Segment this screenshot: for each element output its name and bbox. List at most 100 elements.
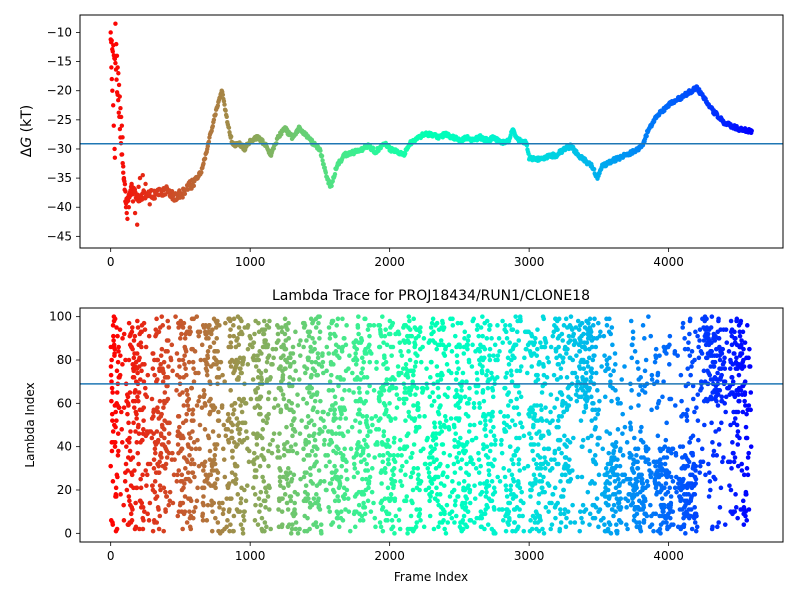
- lambda-point: [552, 405, 557, 410]
- lambda-point: [362, 505, 368, 510]
- lambda-point: [459, 457, 465, 462]
- lambda-x-tick-label: 2000: [374, 549, 405, 563]
- lambda-point: [131, 420, 136, 426]
- lambda-point: [538, 340, 543, 345]
- lambda-point: [266, 390, 272, 395]
- lambda-point: [322, 424, 328, 430]
- lambda-point: [319, 531, 324, 536]
- lambda-point: [123, 461, 129, 467]
- lambda-point: [406, 314, 412, 319]
- lambda-point: [740, 329, 746, 335]
- lambda-point: [609, 507, 615, 512]
- lambda-point: [612, 492, 618, 497]
- lambda-point: [659, 496, 665, 501]
- lambda-point: [279, 522, 285, 527]
- lambda-point: [471, 316, 477, 322]
- lambda-point: [150, 351, 156, 356]
- lambda-point: [608, 331, 614, 337]
- lambda-point: [477, 349, 483, 354]
- lambda-point: [245, 362, 251, 367]
- lambda-point: [255, 353, 260, 358]
- lambda-point: [527, 431, 532, 436]
- lambda-point: [498, 442, 504, 447]
- lambda-point: [287, 470, 293, 475]
- lambda-point: [693, 329, 698, 335]
- lambda-point: [616, 476, 621, 482]
- lambda-point: [427, 474, 432, 480]
- lambda-point: [685, 366, 691, 371]
- lambda-point: [491, 485, 497, 491]
- lambda-point: [287, 375, 293, 380]
- lambda-point: [202, 463, 207, 469]
- lambda-point: [548, 392, 554, 397]
- lambda-point: [228, 364, 234, 369]
- lambda-point: [529, 364, 535, 369]
- lambda-point: [364, 375, 370, 380]
- lambda-point: [512, 520, 518, 525]
- lambda-point: [298, 338, 303, 343]
- lambda-point: [653, 511, 659, 517]
- lambda-point: [534, 461, 539, 467]
- lambda-point: [241, 355, 246, 361]
- lambda-point: [490, 414, 495, 419]
- lambda-point: [618, 520, 624, 525]
- lambda-point: [456, 366, 461, 371]
- lambda-point: [456, 405, 462, 410]
- lambda-point: [745, 472, 751, 478]
- lambda-point: [511, 479, 517, 484]
- lambda-point: [213, 446, 218, 452]
- lambda-point: [291, 409, 296, 415]
- lambda-point: [552, 457, 557, 462]
- lambda-point: [504, 336, 510, 341]
- lambda-point: [340, 453, 346, 458]
- lambda-point: [336, 446, 341, 452]
- lambda-point: [278, 407, 284, 413]
- lambda-point: [365, 424, 370, 430]
- lambda-point: [673, 403, 678, 408]
- lambda-point: [584, 340, 590, 345]
- lambda-point: [339, 411, 344, 417]
- lambda-point: [311, 405, 316, 410]
- dg-point: [134, 222, 140, 227]
- lambda-point: [645, 446, 651, 452]
- lambda-point: [361, 500, 366, 506]
- lambda-point: [379, 333, 384, 339]
- lambda-point: [166, 364, 171, 369]
- lambda-point: [351, 474, 357, 480]
- lambda-point: [112, 440, 118, 445]
- lambda-point: [732, 329, 737, 335]
- lambda-point: [492, 442, 498, 447]
- lambda-point: [673, 453, 679, 458]
- lambda-point: [392, 416, 398, 421]
- lambda-point: [561, 487, 566, 493]
- lambda-point: [433, 435, 439, 441]
- lambda-point: [165, 396, 171, 402]
- lambda-point: [497, 349, 502, 354]
- lambda-point: [261, 479, 267, 484]
- lambda-point: [279, 509, 285, 514]
- lambda-point: [238, 366, 243, 371]
- lambda-point: [229, 496, 234, 501]
- lambda-point: [668, 500, 674, 506]
- lambda-point: [288, 494, 294, 499]
- lambda-point: [446, 385, 451, 391]
- lambda-point: [396, 396, 402, 402]
- lambda-point: [555, 418, 561, 423]
- lambda-point: [712, 338, 718, 343]
- lambda-point: [742, 398, 747, 404]
- lambda-point: [482, 511, 488, 517]
- lambda-point: [288, 355, 293, 361]
- lambda-point: [407, 318, 412, 324]
- lambda-point: [589, 433, 594, 439]
- lambda-point: [667, 515, 673, 521]
- lambda-point: [292, 507, 297, 512]
- lambda-point: [134, 351, 140, 356]
- lambda-point: [135, 325, 141, 330]
- lambda-point: [115, 333, 120, 339]
- lambda-point: [690, 433, 696, 439]
- lambda-point: [297, 431, 303, 436]
- lambda-point: [638, 429, 643, 434]
- lambda-point: [317, 507, 323, 512]
- lambda-point: [532, 411, 538, 417]
- lambda-point: [307, 526, 312, 532]
